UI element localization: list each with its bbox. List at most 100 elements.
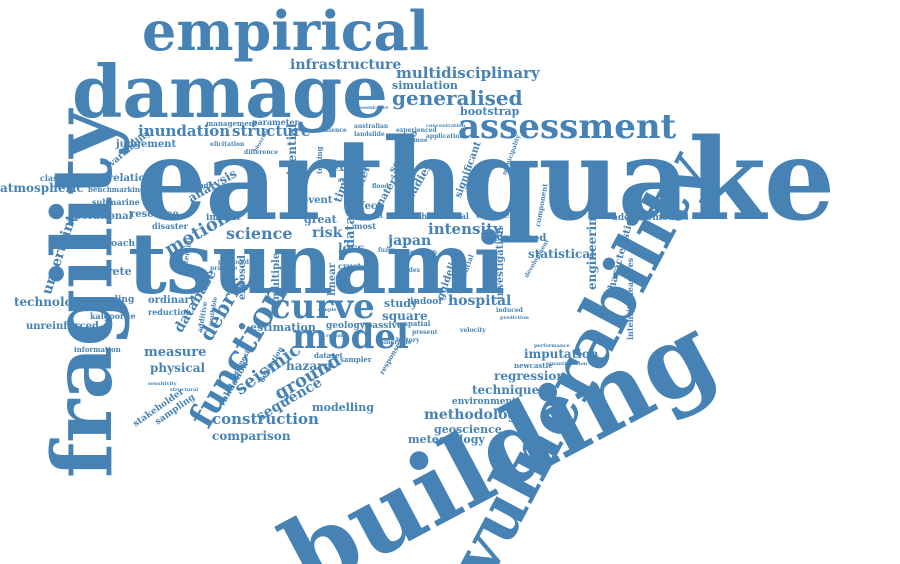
word-emilia: emilia <box>392 249 413 256</box>
word-management: management <box>206 119 258 128</box>
word-technology: technology <box>14 295 88 309</box>
word-resilience: resilience <box>314 127 347 134</box>
word-natural: natural <box>436 211 469 221</box>
word-method: method <box>404 211 438 221</box>
word-field: field <box>302 329 315 335</box>
word-operational: operational <box>68 211 133 222</box>
word-dataset: dataset <box>314 351 343 360</box>
word-classification: classification <box>40 173 99 183</box>
word-different: different <box>476 211 520 221</box>
word-system: system <box>338 177 362 184</box>
word-hazard: hazard <box>286 359 332 373</box>
word-unreinforced: unreinforced <box>26 321 99 332</box>
word-passive: passive <box>366 321 403 331</box>
word-event: event <box>302 195 333 206</box>
word-quantification: quantification <box>548 361 588 367</box>
word-approach: approach <box>88 239 136 249</box>
word-study: study <box>384 297 418 310</box>
word-infrastructure: infrastructure <box>290 57 402 73</box>
word-imputation: imputation <box>524 347 599 361</box>
word-judgement: judgement <box>116 139 177 150</box>
word-model: model <box>292 317 409 357</box>
word-rumoe: rumoe <box>406 137 428 144</box>
word-tsunami: tsunami <box>128 214 505 313</box>
word-information: information <box>74 345 121 354</box>
word-assessment: assessment <box>458 107 677 147</box>
word-sampler: sampler <box>340 355 372 364</box>
word-expert: expert <box>332 163 368 174</box>
word-flood: flood <box>372 183 389 190</box>
word-reduction: reduction <box>148 307 192 317</box>
word-representative: representative <box>348 105 389 111</box>
word-newcastle: newcastle <box>514 361 553 370</box>
word-induced: induced <box>496 307 523 314</box>
word-great: great <box>304 213 337 226</box>
word-meteorology: meteorology <box>408 433 485 446</box>
word-methodology: methodology <box>424 407 526 423</box>
word-japan: japan <box>388 233 432 249</box>
word-earthquake: earthquake <box>136 115 835 246</box>
word-resource: resource <box>130 209 179 220</box>
word-velocity: velocity <box>460 327 486 334</box>
word-australian: australian <box>354 123 389 130</box>
word-environment: environment <box>452 397 517 407</box>
word-simulation: simulation <box>392 79 458 92</box>
word-critical: critical <box>248 211 276 220</box>
word-simple: simple <box>318 307 337 313</box>
word-linear: linear <box>327 263 338 296</box>
word-disaster: disaster <box>152 221 188 231</box>
word-empirical: empirical <box>142 0 430 63</box>
word-history: history <box>396 337 420 344</box>
word-impact: impact <box>206 213 241 223</box>
word-science: science <box>226 224 293 243</box>
word-regression: regression <box>494 369 566 383</box>
word-multidisciplinary: multidisciplinary <box>396 64 540 82</box>
word-technique: technique <box>472 383 540 397</box>
word-indoor: indoor <box>410 297 444 307</box>
word-present: present <box>412 329 438 336</box>
word-engineering: engineering <box>585 208 599 290</box>
word-crust: crust <box>338 261 362 271</box>
word-benchmarking: benchmarking <box>88 185 145 194</box>
word-ordinary: ordinary <box>148 295 196 306</box>
word-residential: residential <box>285 123 299 196</box>
word-statistical: statistical <box>528 247 595 261</box>
word-additivemodels: additivemodels <box>612 213 689 223</box>
word-inundation: inundation <box>138 122 231 140</box>
word-correlation: correlation <box>90 173 153 184</box>
word-proposed: proposed <box>218 259 249 266</box>
word-hospital: hospital <box>448 293 512 309</box>
word-bootstrap: bootstrap <box>460 105 520 118</box>
word-atmospheric: atmospheric <box>0 181 84 195</box>
word-damage: damage <box>72 49 388 134</box>
word-kalgoorlie: kalgoorlie <box>90 311 136 321</box>
word-experienced: experienced <box>396 127 437 134</box>
word-concentration: concentration <box>426 123 466 129</box>
word-intensity: intensity <box>428 220 502 238</box>
word-column: column <box>412 249 438 256</box>
word-modelling: modelling <box>312 401 374 414</box>
word-loss: loss <box>338 241 365 255</box>
word-application: application <box>426 133 464 140</box>
word-sensitivity: sensitivity <box>148 381 177 387</box>
word-structure: structure <box>232 122 311 140</box>
word-landslide: landslide <box>354 131 385 138</box>
word-result: result <box>360 211 384 220</box>
word-curve: curve <box>270 287 375 327</box>
word-investigation: investigation <box>495 226 506 300</box>
word-geoscience: geoscience <box>434 423 502 436</box>
word-vulnerable: vulnerable <box>376 339 412 346</box>
word-performance: performance <box>534 343 570 349</box>
word-measure: measure <box>144 345 207 360</box>
word-cascading: cascading <box>84 295 135 305</box>
word-comparison: comparison <box>212 429 291 443</box>
word-icelandic: icelandic <box>180 181 216 190</box>
word-prediction: prediction <box>500 315 529 321</box>
word-spatial: spatial <box>404 319 431 328</box>
word-risk: risk <box>312 225 343 241</box>
word-region: region <box>326 333 345 339</box>
word-generalised: generalised <box>392 86 523 110</box>
word-submarine: submarine <box>92 197 140 207</box>
word-concrete: concrete <box>78 265 132 278</box>
